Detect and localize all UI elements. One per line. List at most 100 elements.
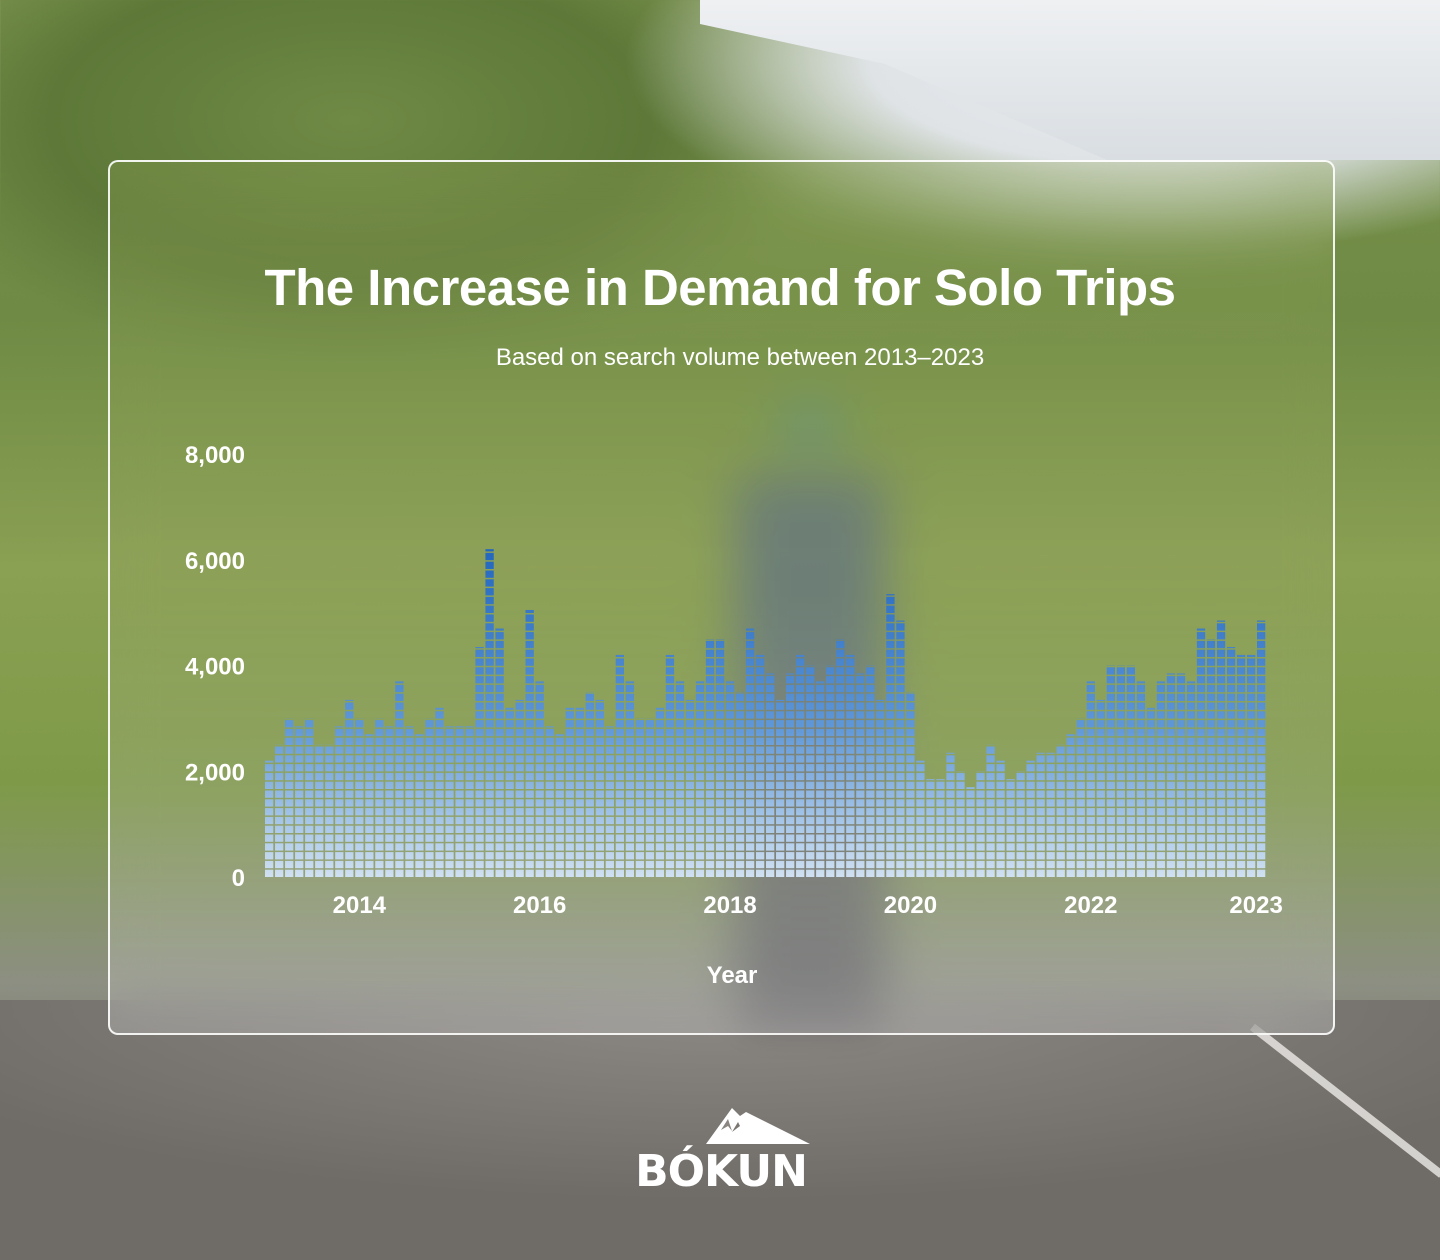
bar (695, 681, 705, 877)
bar (826, 665, 835, 877)
chart-subtitle: Based on search volume between 2013–2023 (495, 344, 985, 371)
bar (1196, 628, 1206, 877)
bar (455, 726, 464, 877)
y-tick-label: 8,000 (185, 442, 245, 469)
x-tick-label: 2014 (333, 892, 387, 919)
bar (525, 609, 534, 877)
bar (605, 726, 614, 877)
logo-text: BÓKUN (635, 1144, 807, 1194)
bar (1206, 639, 1216, 877)
bar (545, 726, 554, 877)
bar (285, 718, 294, 877)
bar (1236, 654, 1246, 877)
bar (475, 646, 484, 877)
bar (675, 681, 685, 877)
bar (1156, 681, 1166, 877)
mountain-icon (706, 1108, 810, 1144)
bar (1066, 734, 1075, 877)
y-tick-label: 0 (232, 865, 245, 892)
x-tick-label: 2020 (884, 892, 937, 919)
bar (876, 699, 885, 877)
bar (395, 681, 404, 877)
bar (1116, 665, 1125, 877)
bar (1046, 752, 1055, 877)
x-tick-label: 2022 (1064, 892, 1117, 919)
x-tick-label: 2018 (703, 892, 756, 919)
bar (1256, 620, 1266, 877)
bar (886, 594, 895, 877)
bar (595, 699, 604, 877)
bar (745, 628, 755, 877)
bar (385, 726, 394, 877)
bar (1136, 681, 1146, 877)
chart-title: The Increase in Demand for Solo Trips (264, 259, 1176, 316)
bar (405, 726, 414, 877)
bar (1126, 665, 1136, 877)
bar (1186, 681, 1196, 877)
bar (806, 665, 815, 877)
bar (445, 726, 454, 877)
bar (1016, 771, 1025, 877)
bar (966, 787, 975, 877)
bar (565, 707, 574, 877)
bar (735, 691, 745, 877)
bar (645, 718, 655, 877)
bar (685, 699, 695, 877)
bar (1106, 665, 1115, 877)
bar (625, 681, 635, 877)
bar (1026, 760, 1035, 877)
bar (936, 779, 945, 877)
bar (265, 760, 274, 877)
bar (906, 691, 915, 877)
bar (836, 639, 845, 877)
bar (996, 760, 1005, 877)
bar (335, 726, 344, 877)
bar (986, 744, 995, 877)
bar (1176, 673, 1186, 877)
bar (846, 654, 855, 877)
bar (1146, 707, 1156, 877)
x-axis-title: Year (707, 962, 758, 989)
bar (715, 639, 725, 877)
bar (435, 707, 444, 877)
bokun-logo: BÓKUN (635, 1108, 810, 1194)
chart-panel (108, 160, 1335, 1035)
bar (1226, 646, 1236, 877)
bar (635, 718, 645, 877)
bar (786, 673, 795, 877)
bar (976, 771, 985, 877)
x-axis: 2014 2016 2018 2020 2022 2023 (333, 892, 1283, 919)
bar (305, 718, 314, 877)
bar (495, 628, 504, 877)
bar (555, 734, 564, 877)
bar (796, 654, 805, 877)
bar (275, 744, 284, 877)
bar (866, 665, 875, 877)
bar (345, 699, 354, 877)
bar (425, 718, 434, 877)
bar (665, 654, 675, 877)
bar (355, 718, 364, 877)
bar (465, 726, 474, 877)
y-axis: 0 2,000 4,000 6,000 8,000 (185, 442, 245, 892)
bar (1246, 654, 1256, 877)
bar (916, 760, 925, 877)
bar (1036, 752, 1045, 877)
bar (956, 771, 965, 877)
x-tick-label: 2016 (513, 892, 566, 919)
bar (1006, 779, 1015, 877)
x-tick-label: 2023 (1229, 892, 1282, 919)
bar (295, 726, 304, 877)
bar (485, 549, 494, 877)
bar (896, 620, 905, 877)
bar (575, 707, 584, 877)
bar (816, 681, 825, 877)
bar (655, 707, 665, 877)
bar (926, 779, 935, 877)
bar (725, 681, 735, 877)
bar (585, 691, 594, 877)
bars (265, 549, 1266, 877)
bar (535, 681, 544, 877)
y-tick-label: 2,000 (185, 759, 245, 786)
bar (1166, 673, 1176, 877)
